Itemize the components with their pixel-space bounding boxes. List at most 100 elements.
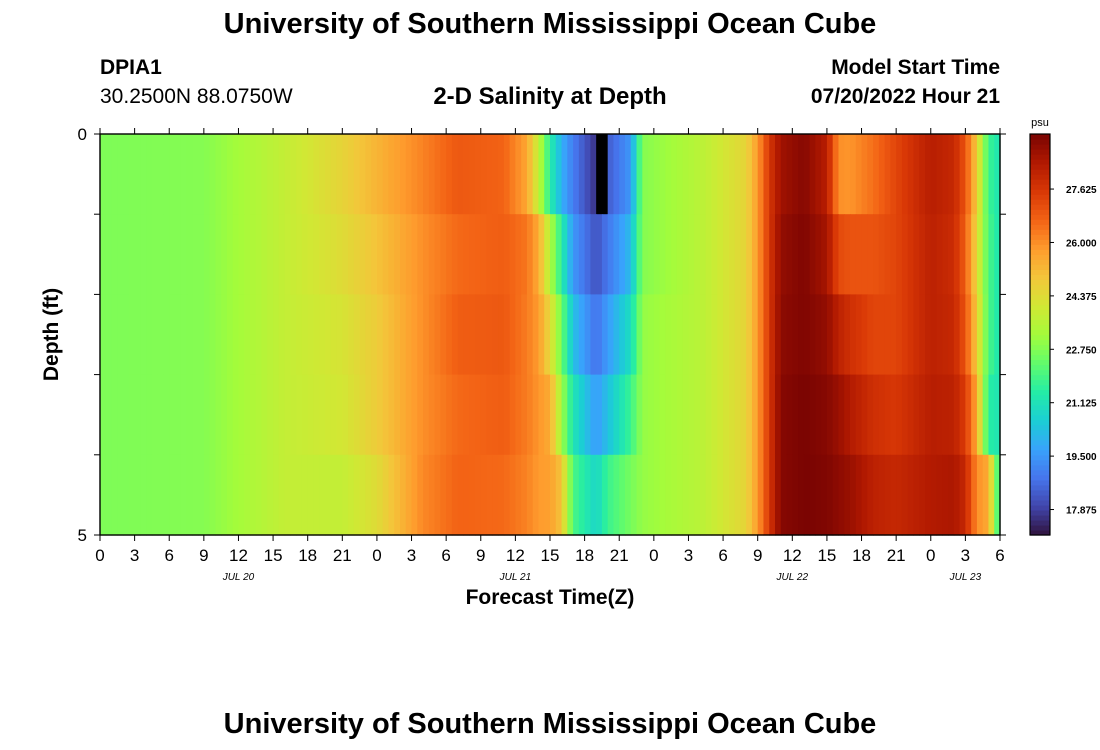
heatmap-cell (659, 214, 666, 295)
heatmap-cell (561, 454, 568, 536)
heatmap-cell (913, 294, 920, 376)
heatmap-cell (630, 454, 638, 536)
heatmap-cell (878, 134, 886, 215)
heatmap-cell (659, 374, 666, 456)
heatmap-cell (786, 214, 793, 295)
heatmap-cell (509, 214, 516, 295)
colorbar-segment (1030, 254, 1050, 260)
heatmap-cell (936, 294, 943, 376)
heatmap-cell (273, 294, 280, 376)
heatmap-cell (405, 294, 413, 376)
heatmap-cell (775, 454, 782, 536)
colorbar-unit: psu (1031, 117, 1049, 129)
heatmap-cell (573, 134, 580, 215)
heatmap-cell (590, 294, 597, 376)
heatmap-cell (769, 374, 776, 456)
heatmap-cell (723, 454, 730, 536)
heatmap-cell (786, 454, 793, 536)
heatmap-cell (498, 454, 505, 536)
heatmap-cell (105, 374, 113, 456)
heatmap-cell (123, 134, 130, 215)
heatmap-cell (446, 294, 453, 376)
colorbar-segment (1030, 234, 1050, 240)
heatmap-cell (209, 374, 216, 456)
heatmap-cell (832, 454, 840, 536)
heatmap-cell (867, 294, 874, 376)
heatmap-cell (867, 454, 874, 536)
heatmap-cell (994, 454, 1001, 536)
heatmap-cell (873, 214, 880, 295)
heatmap-cell (890, 214, 897, 295)
heatmap-cell (209, 454, 216, 536)
heatmap-cell (740, 134, 747, 215)
heatmap-cell (400, 134, 407, 215)
heatmap-cell (671, 134, 678, 215)
heatmap-cell (111, 134, 118, 215)
heatmap-cell (544, 214, 551, 295)
heatmap-cell (625, 134, 632, 215)
heatmap-cell (296, 454, 303, 536)
heatmap-cell (440, 294, 447, 376)
heatmap-cell (751, 134, 759, 215)
colorbar-segment (1030, 399, 1050, 406)
heatmap-cell (296, 214, 303, 295)
heatmap-cell (146, 294, 153, 376)
colorbar-segment (1030, 429, 1050, 436)
heatmap-cell (267, 374, 274, 456)
heatmap-cell (688, 374, 695, 456)
heatmap-cell (636, 214, 643, 295)
heatmap-cell (532, 374, 540, 456)
heatmap-cell (861, 214, 868, 295)
heatmap-cell (186, 374, 193, 456)
heatmap-cell (596, 134, 603, 215)
heatmap-cell (521, 454, 528, 536)
colorbar-tick-label: 27.625 (1066, 185, 1097, 196)
colorbar-segment (1030, 149, 1050, 155)
heatmap-cell (526, 454, 534, 536)
heatmap-cell (717, 134, 724, 215)
heatmap-cell (948, 374, 955, 456)
heatmap-cell (607, 134, 615, 215)
heatmap-cell (850, 374, 857, 456)
heatmap-cell (544, 454, 551, 536)
heatmap-cell (538, 214, 545, 295)
heatmap-cell (717, 374, 724, 456)
heatmap-cell (723, 374, 730, 456)
heatmap-cell (521, 214, 528, 295)
heatmap-cell (884, 134, 891, 215)
heatmap-cell (555, 454, 563, 536)
heatmap-cell (180, 134, 188, 215)
colorbar-segment (1030, 264, 1050, 270)
x-tick-label: 9 (199, 546, 208, 565)
colorbar-segment (1030, 219, 1050, 225)
x-tick-label: 15 (264, 546, 283, 565)
heatmap-cell (290, 454, 297, 536)
heatmap-cell (665, 134, 672, 215)
heatmap-cell (221, 134, 228, 215)
heatmap-cell (861, 374, 868, 456)
heatmap-cell (994, 374, 1001, 456)
heatmap-cell (394, 454, 401, 536)
x-tick-label: 21 (887, 546, 906, 565)
heatmap-cell (503, 454, 511, 536)
heatmap-cell (953, 454, 961, 536)
heatmap-cell (982, 454, 990, 536)
heatmap-cell (267, 134, 274, 215)
heatmap-cell (284, 374, 291, 456)
colorbar-segment (1030, 339, 1050, 346)
heatmap-cell (971, 134, 978, 215)
heatmap-cell (198, 294, 205, 376)
heatmap-cell (728, 294, 736, 376)
heatmap-cell (642, 214, 649, 295)
heatmap-cell (255, 134, 263, 215)
heatmap-cell (757, 454, 765, 536)
heatmap-cell (919, 214, 926, 295)
heatmap-cell (261, 294, 268, 376)
heatmap-cell (884, 214, 891, 295)
heatmap-cell (930, 134, 938, 215)
heatmap-cell (267, 294, 274, 376)
heatmap-cell (601, 374, 609, 456)
heatmap-cell (486, 134, 493, 215)
heatmap-cell (988, 294, 995, 376)
heatmap-cell (815, 134, 822, 215)
